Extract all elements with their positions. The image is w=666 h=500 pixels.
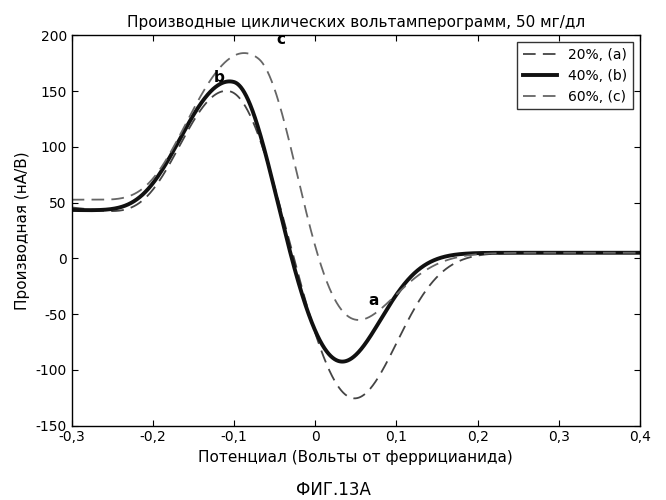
Text: ФИГ.13А: ФИГ.13А (296, 481, 370, 499)
Text: b: b (214, 70, 224, 85)
Title: Производные циклических вольтамперограмм, 50 мг/дл: Производные циклических вольтамперограмм… (127, 15, 585, 30)
Text: c: c (276, 32, 285, 48)
Legend: 20%, (a), 40%, (b), 60%, (c): 20%, (a), 40%, (b), 60%, (c) (517, 42, 633, 110)
Y-axis label: Производная (нА/В): Производная (нА/В) (15, 151, 30, 310)
Text: a: a (368, 293, 378, 308)
X-axis label: Потенциал (Вольты от феррицианида): Потенциал (Вольты от феррицианида) (198, 450, 513, 465)
